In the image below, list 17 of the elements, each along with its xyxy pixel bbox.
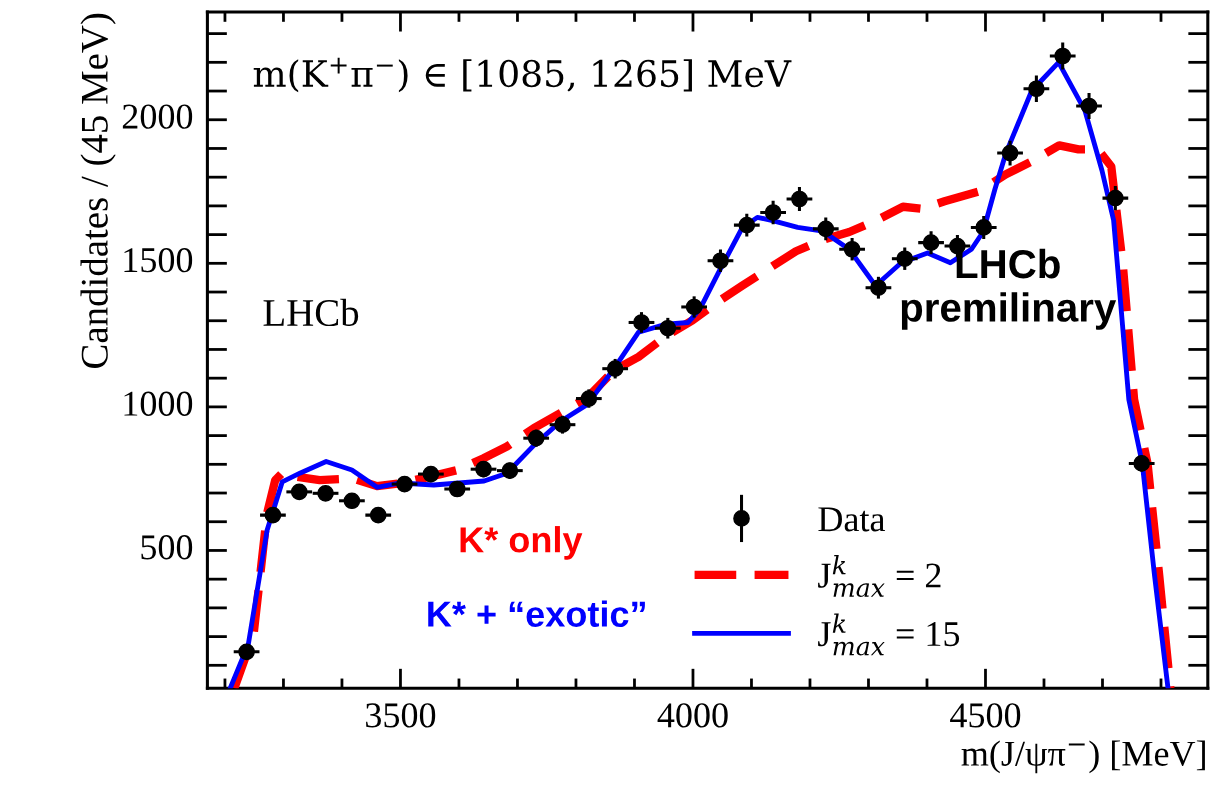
y-tick-label: 2000 <box>122 104 193 129</box>
annotation: m(K$^{+}$π$^{−}$) ∈ [1085, 1265] MeV <box>253 57 792 93</box>
legend-label: J$^{k}$$_{max}$ = 15 <box>818 613 960 656</box>
y-tick-label: 1500 <box>124 247 193 273</box>
annotation: K* + “exotic” <box>428 600 645 627</box>
legend-label: Data <box>818 507 886 532</box>
y-axis-title: Candidates / (45 MeV) <box>80 13 116 368</box>
annotation: K* only <box>460 526 583 560</box>
x-tick-label: 4500 <box>950 703 1021 728</box>
x-tick-label: 3500 <box>366 703 436 728</box>
annotation: LHCb premilinary <box>901 248 1117 330</box>
x-axis-title: m(J/ψπ$^{−}$) [MeV] <box>961 740 1205 774</box>
legend-label: J$^{k}$$_{max}$ = 2 <box>818 555 941 598</box>
annotation: LHCb <box>263 298 359 327</box>
y-tick-label: 1000 <box>124 391 193 416</box>
x-tick-label: 4000 <box>657 703 728 728</box>
y-tick-label: 500 <box>141 535 193 560</box>
